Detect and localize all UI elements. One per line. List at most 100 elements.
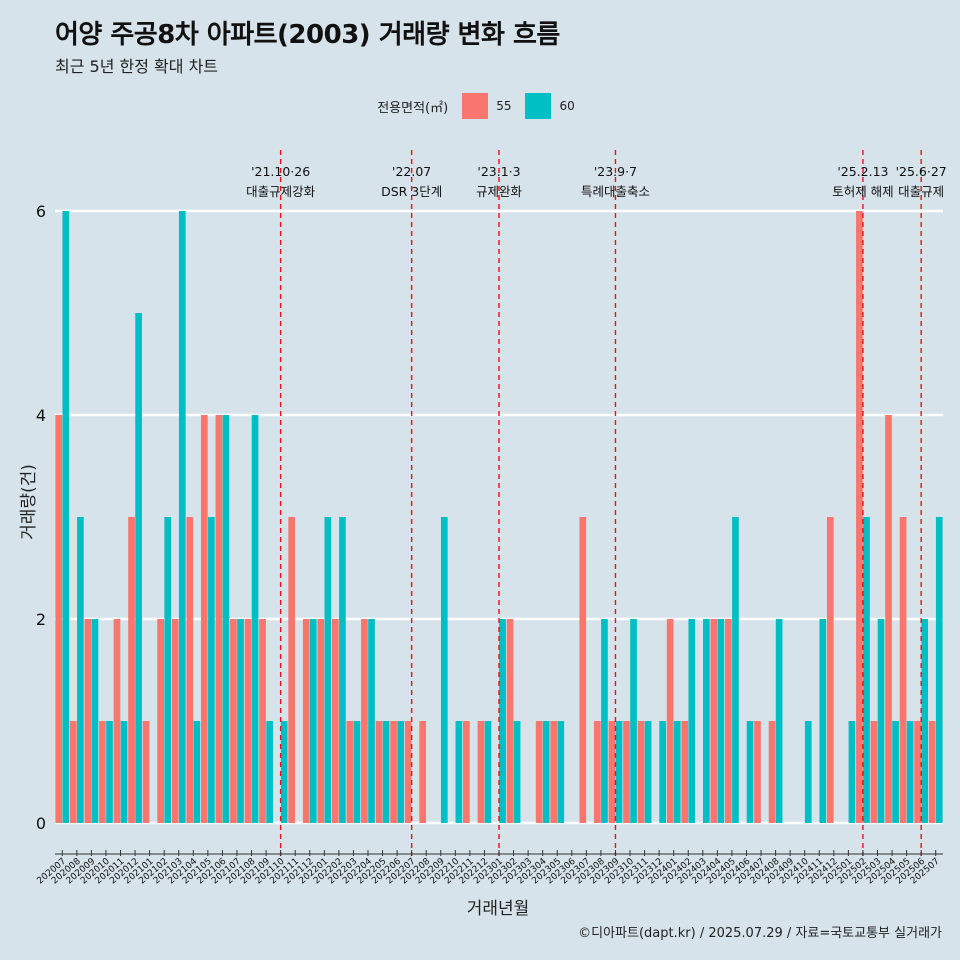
- bar-60-202210: [455, 721, 463, 823]
- bar-60-202203: [353, 721, 361, 823]
- bar-60-202112: [309, 619, 317, 823]
- bar-60-202501: [848, 721, 856, 823]
- bar-55-202505: [899, 517, 907, 823]
- bar-60-202209: [440, 517, 448, 823]
- bar-55-202108: [244, 619, 252, 823]
- bar-55-202010: [99, 721, 106, 823]
- y-tick-label-6: 6: [36, 202, 46, 221]
- bar-55-202408: [768, 721, 776, 823]
- bar-60-202008: [77, 517, 84, 823]
- y-axis-label: 거래량(건): [19, 464, 39, 540]
- bar-55-202212: [477, 721, 485, 823]
- bar-60-202109: [266, 721, 273, 823]
- event-text-202506: 대출규제: [898, 184, 944, 199]
- bar-60-202212: [484, 721, 492, 823]
- bar-60-202507: [935, 517, 943, 823]
- bar-55-202203: [346, 721, 354, 823]
- bar-60-202506: [921, 619, 929, 823]
- bars: [55, 211, 943, 823]
- bar-55-202104: [186, 517, 194, 823]
- bar-55-202305: [550, 721, 558, 823]
- bar-55-202307: [579, 517, 587, 823]
- bar-55-202007: [55, 415, 63, 823]
- bar-55-202506: [914, 721, 921, 823]
- bar-55-202311: [637, 721, 645, 823]
- bar-55-202404: [710, 619, 718, 823]
- bar-55-202111: [288, 517, 295, 823]
- bar-60-202304: [542, 721, 550, 823]
- bar-60-202402: [688, 619, 696, 823]
- bar-60-202105: [208, 517, 215, 823]
- bar-60-202201: [324, 517, 332, 823]
- bar-55-202009: [84, 619, 92, 823]
- bar-55-202107: [230, 619, 237, 823]
- bar-60-202206: [397, 721, 404, 823]
- source-caption: ©디아파트(dapt.kr) / 2025.07.29 / 자료=국토교통부 실…: [578, 926, 942, 941]
- bar-60-202107: [237, 619, 244, 823]
- bar-60-202104: [193, 721, 201, 823]
- bar-60-202108: [251, 415, 259, 823]
- bar-60-202205: [382, 721, 390, 823]
- y-tick-label-2: 2: [36, 610, 46, 629]
- bar-60-202403: [703, 619, 710, 823]
- bar-55-202204: [361, 619, 368, 823]
- bar-60-202503: [877, 619, 885, 823]
- bar-60-202204: [368, 619, 375, 823]
- legend-item-55: 55: [462, 93, 515, 119]
- bar-55-202011: [113, 619, 121, 823]
- bar-55-202405: [725, 619, 732, 823]
- bar-60-202007: [62, 211, 70, 823]
- bar-55-202302: [506, 619, 514, 823]
- event-lines: '21.10·26 대출규제강화 '22.07 DSR 3단계 '23.1·3 규제완화 '…: [246, 150, 947, 856]
- event-date-202207: '22.07: [392, 164, 431, 179]
- bar-55-202402: [681, 721, 689, 823]
- bar-60-202411: [819, 619, 827, 823]
- bar-55-202309: [608, 721, 616, 823]
- bar-55-202205: [375, 721, 383, 823]
- bar-60-202301: [499, 619, 506, 823]
- bar-55-202103: [171, 619, 179, 823]
- bar-55-202207: [404, 721, 412, 823]
- bar-55-202012: [128, 517, 135, 823]
- bar-60-202311: [644, 721, 652, 823]
- chart-subtitle: 최근 5년 한정 확대 차트: [55, 57, 219, 76]
- x-axis-label: 거래년월: [467, 899, 530, 919]
- bar-55-202503: [870, 721, 878, 823]
- bar-55-202109: [259, 619, 266, 823]
- bar-60-202308: [601, 619, 608, 823]
- bar-55-202310: [623, 721, 630, 823]
- legend-label-55: 55: [496, 99, 512, 113]
- bar-60-202405: [732, 517, 739, 823]
- bar-60-202309: [615, 721, 623, 823]
- bar-60-202410: [804, 721, 812, 823]
- bar-55-202201: [317, 619, 325, 823]
- bar-60-202404: [717, 619, 725, 823]
- y-tick-label-4: 4: [36, 406, 46, 425]
- bar-60-202010: [106, 721, 113, 823]
- bar-55-202308: [594, 721, 601, 823]
- event-date-202506: '25.6·27: [896, 164, 947, 179]
- bar-55-202208: [419, 721, 427, 823]
- bar-60-202502: [863, 517, 870, 823]
- event-text-202309: 특례대출축소: [581, 184, 650, 199]
- bar-60-202009: [91, 619, 99, 823]
- y-tick-label-0: 0: [36, 814, 46, 833]
- bar-55-202507: [928, 721, 936, 823]
- bar-60-202106: [222, 415, 230, 823]
- bar-60-202110: [280, 721, 288, 823]
- bar-60-202011: [120, 721, 128, 823]
- bar-55-202202: [331, 619, 339, 823]
- bar-60-202505: [906, 721, 914, 823]
- legend-swatch-60: [525, 93, 552, 119]
- event-text-202502: 토허제 해제: [832, 184, 893, 199]
- bar-60-202012: [135, 313, 142, 823]
- bar-60-202408: [775, 619, 783, 823]
- bar-60-202312: [659, 721, 667, 823]
- event-date-202502: '25.2.13: [837, 164, 888, 179]
- legend-label-60: 60: [559, 99, 575, 113]
- bar-55-202401: [666, 619, 674, 823]
- event-text-202301: 규제완화: [476, 184, 523, 199]
- bar-60-202102: [164, 517, 172, 823]
- bar-60-202305: [557, 721, 565, 823]
